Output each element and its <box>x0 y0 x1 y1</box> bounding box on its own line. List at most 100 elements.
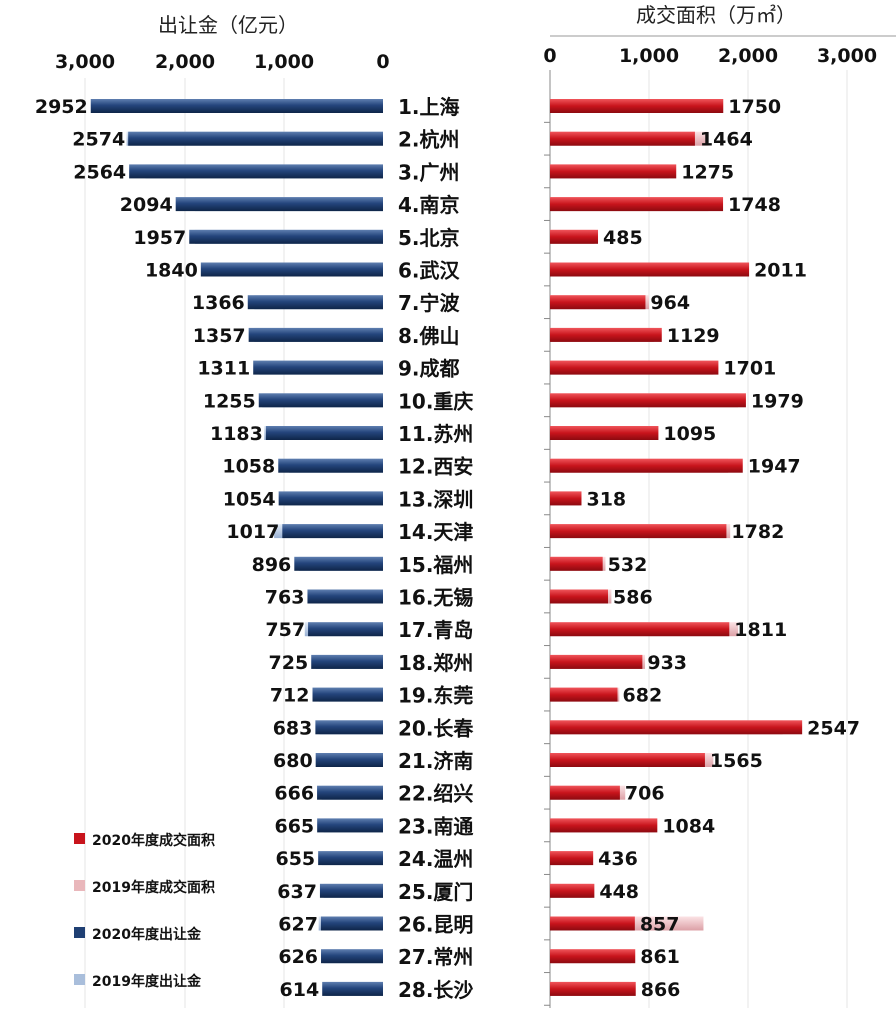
legend-item: 2020年度出让金 <box>74 926 202 943</box>
bar-2020-land-fee <box>282 524 383 539</box>
right-bars <box>550 99 803 996</box>
left-tick-label: 2,000 <box>155 51 215 73</box>
left-value-label: 637 <box>277 881 317 903</box>
city-label: 4.南京 <box>398 193 460 217</box>
legend-label: 2020年度出让金 <box>92 926 202 943</box>
bar-2020-area <box>550 229 599 244</box>
legend-swatch <box>74 880 85 891</box>
left-value-label: 725 <box>269 652 309 674</box>
bar-2020-land-fee <box>278 491 383 506</box>
right-value-label: 933 <box>647 652 687 674</box>
right-value-label: 1782 <box>731 521 784 543</box>
bar-2020-land-fee <box>253 360 383 375</box>
bar-2020-land-fee <box>247 295 383 310</box>
right-value-label: 2547 <box>807 717 860 739</box>
bar-2020-land-fee <box>200 262 383 277</box>
city-label: 19.东莞 <box>398 684 473 708</box>
bar-2020-land-fee <box>322 981 383 996</box>
bar-2020-land-fee <box>311 654 383 669</box>
bar-2020-area <box>550 295 646 310</box>
city-label: 23.南通 <box>398 814 473 838</box>
left-value-label: 1058 <box>222 456 275 478</box>
bar-2020-land-fee <box>278 458 383 473</box>
right-value-label: 1811 <box>734 619 787 641</box>
bar-2020-area <box>550 458 743 473</box>
bar-2020-area <box>550 622 730 637</box>
right-value-label: 318 <box>586 488 626 510</box>
left-value-label: 680 <box>273 750 313 772</box>
right-value-label: 964 <box>650 292 690 314</box>
bar-2020-area <box>550 131 695 146</box>
city-label: 8.佛山 <box>398 324 460 348</box>
city-label: 9.成都 <box>398 357 460 381</box>
bar-2020-area <box>550 197 724 212</box>
left-value-label: 683 <box>273 717 313 739</box>
right-value-label: 1750 <box>728 96 781 118</box>
city-label: 5.北京 <box>398 226 460 250</box>
left-value-label: 757 <box>265 619 305 641</box>
bar-2020-area <box>550 720 803 735</box>
right-value-label: 448 <box>599 881 639 903</box>
right-value-label: 1701 <box>723 358 776 380</box>
bar-2020-land-fee <box>307 589 383 604</box>
bar-2020-land-fee <box>128 131 383 146</box>
left-value-label: 2094 <box>120 194 173 216</box>
left-tick-label: 1,000 <box>254 51 314 73</box>
right-value-label: 706 <box>625 783 665 805</box>
left-value-label: 666 <box>274 783 314 805</box>
left-value-label: 1366 <box>192 292 245 314</box>
right-value-label: 532 <box>608 554 648 576</box>
left-axis-title: 出让金（亿元） <box>158 13 298 37</box>
city-label: 25.厦门 <box>398 880 473 904</box>
right-axis-title: 成交面积（万㎡） <box>636 3 796 27</box>
bar-2020-land-fee <box>315 753 383 767</box>
left-value-label: 1840 <box>145 260 198 282</box>
right-value-label: 436 <box>598 848 638 870</box>
bar-2020-land-fee <box>258 393 383 408</box>
legend-item: 2019年度出让金 <box>74 973 202 990</box>
left-value-label: 655 <box>275 848 315 870</box>
city-label: 14.天津 <box>398 520 473 544</box>
right-value-label: 857 <box>640 914 680 936</box>
right-value-label: 1565 <box>710 750 763 772</box>
bar-2020-area <box>550 524 727 539</box>
right-value-label: 682 <box>623 685 663 707</box>
bar-2020-land-fee <box>248 327 383 342</box>
bar-2020-land-fee <box>315 720 383 735</box>
bar-2020-area <box>550 589 609 604</box>
left-value-label: 896 <box>252 554 292 576</box>
bar-2020-area <box>550 491 582 506</box>
left-tick-label: 0 <box>376 51 389 73</box>
right-tick-label: 2,000 <box>718 45 778 67</box>
left-bars <box>90 99 384 996</box>
city-label: 21.济南 <box>398 749 473 773</box>
bar-2020-area <box>550 556 603 571</box>
legend-label: 2020年度成交面积 <box>92 832 215 849</box>
bar-2020-land-fee <box>308 622 383 637</box>
bar-2020-land-fee <box>319 883 383 898</box>
bar-2020-area <box>550 818 658 833</box>
right-value-label: 1979 <box>751 390 804 412</box>
left-value-label: 665 <box>274 815 314 837</box>
legend-swatch <box>74 927 85 938</box>
right-value-label: 586 <box>613 587 653 609</box>
city-label: 3.广州 <box>398 160 460 184</box>
city-label: 7.宁波 <box>398 291 461 315</box>
bar-2020-area <box>550 949 636 964</box>
right-value-label: 1275 <box>681 161 734 183</box>
legend-item: 2019年度成交面积 <box>74 879 215 896</box>
left-tick-labels: 3,000 2,000 1,000 0 <box>55 51 390 73</box>
left-value-label: 2952 <box>35 96 88 118</box>
bar-labels: 2952 1.上海 1750 2574 2.杭州 1464 2564 3.广州 1275 2094… <box>35 95 860 1002</box>
city-label: 22.绍兴 <box>398 782 473 806</box>
bar-2020-area <box>550 99 724 113</box>
city-label: 16.无锡 <box>398 586 473 610</box>
city-label: 24.温州 <box>398 847 473 871</box>
bar-2020-land-fee <box>317 818 383 833</box>
left-value-label: 626 <box>278 946 318 968</box>
bar-2020-area <box>550 883 595 898</box>
left-value-label: 1957 <box>133 227 186 249</box>
right-tick-label: 3,000 <box>817 45 877 67</box>
bar-2020-land-fee <box>294 556 383 571</box>
right-value-label: 1084 <box>662 815 715 837</box>
